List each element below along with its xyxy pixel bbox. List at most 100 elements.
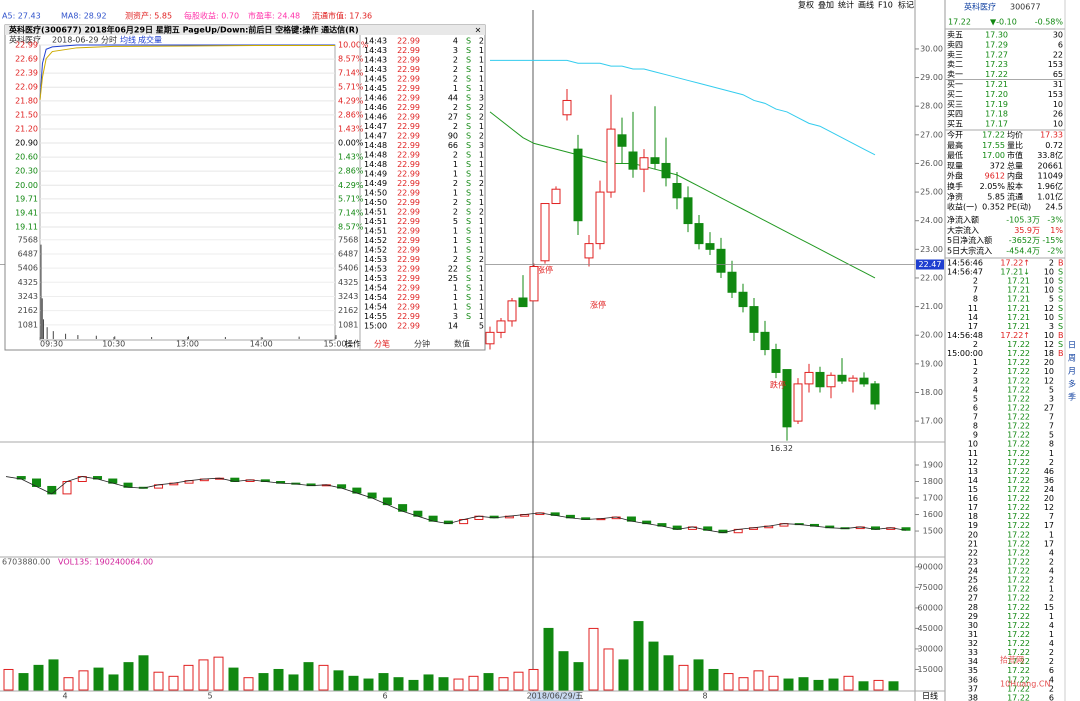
volume-bar bbox=[888, 681, 899, 691]
tick-time: 14:51 bbox=[364, 227, 387, 236]
tick-side: S bbox=[466, 132, 471, 141]
trade-time: 26 bbox=[968, 585, 978, 594]
candle-body bbox=[595, 191, 605, 245]
volume-bar bbox=[603, 648, 614, 691]
period-tab[interactable]: 日线 bbox=[922, 691, 938, 701]
volume-bar bbox=[483, 673, 494, 691]
stat-value: 17.22 bbox=[982, 131, 1005, 140]
side-menu-item[interactable]: 季 bbox=[1068, 392, 1076, 402]
tick-time: 14:43 bbox=[364, 65, 387, 74]
tick-time: 14:50 bbox=[364, 189, 387, 198]
y-tick-label: 5406 bbox=[338, 264, 358, 273]
tick-volume: 2 bbox=[453, 208, 458, 217]
trade-time: 31 bbox=[968, 630, 978, 639]
tick-side: S bbox=[466, 122, 471, 131]
toolbar-button[interactable]: 画线 bbox=[858, 0, 874, 10]
trade-price: 17.22 bbox=[1007, 485, 1030, 494]
stat-value: 11049 bbox=[1038, 172, 1063, 181]
tick-count: 1 bbox=[479, 198, 484, 207]
y-tick-label: 22.99 bbox=[15, 41, 38, 50]
book-label: 卖三 bbox=[947, 50, 963, 59]
tick-side: S bbox=[466, 274, 471, 283]
side-menu-item[interactable]: 日 bbox=[1068, 341, 1076, 350]
candle-body bbox=[749, 306, 759, 333]
book-label: 买二 bbox=[947, 90, 963, 99]
pct-label: 8.57% bbox=[338, 223, 364, 232]
stat-value: 17.00 bbox=[982, 151, 1005, 160]
candle-body bbox=[826, 374, 836, 388]
trade-price: 17.22 bbox=[1007, 630, 1030, 639]
volume-bar bbox=[363, 678, 374, 691]
volume-bar bbox=[708, 668, 719, 691]
side-menu-item[interactable]: 多 bbox=[1068, 379, 1076, 389]
popup-tab[interactable]: 分钟 bbox=[414, 339, 430, 349]
operate-button[interactable]: 操作 bbox=[345, 339, 361, 349]
trade-time: 23 bbox=[968, 557, 978, 566]
popup-titlebar bbox=[5, 25, 485, 35]
trade-time: 30 bbox=[968, 621, 978, 630]
book-volume: 26 bbox=[1053, 110, 1063, 119]
tick-side: S bbox=[466, 246, 471, 255]
trade-price: 17.22 bbox=[1007, 503, 1030, 512]
trade-time: 22 bbox=[968, 548, 978, 557]
tick-side: S bbox=[466, 37, 471, 46]
trade-time: 29 bbox=[968, 612, 978, 621]
side-menu-item[interactable]: 月 bbox=[1068, 367, 1076, 376]
trade-volume: 12 bbox=[1044, 503, 1054, 512]
volume-bar bbox=[738, 677, 749, 691]
stat-value: 33.8亿 bbox=[1037, 150, 1063, 160]
tick-side: S bbox=[466, 151, 471, 160]
y-tick-label: 21.50 bbox=[15, 110, 38, 119]
close-button[interactable]: × bbox=[475, 26, 482, 35]
tick-count: 1 bbox=[479, 56, 484, 65]
book-price: 17.22 bbox=[985, 70, 1008, 79]
popup-tab[interactable]: 数值 bbox=[454, 339, 470, 349]
trade-price: 17.22 bbox=[1007, 657, 1030, 666]
toolbar-button[interactable]: 叠加 bbox=[818, 0, 834, 10]
date-label: 6 bbox=[382, 692, 387, 701]
trade-time: 33 bbox=[968, 648, 978, 657]
toolbar-button[interactable]: 标记 bbox=[898, 0, 914, 10]
trade-volume: 10 bbox=[1044, 367, 1054, 376]
trade-volume: 10 bbox=[1044, 268, 1054, 277]
tick-price: 22.99 bbox=[397, 255, 420, 264]
book-price: 17.19 bbox=[985, 100, 1008, 109]
x-tick-label: 14:00 bbox=[250, 340, 273, 349]
book-volume: 6 bbox=[1058, 40, 1063, 49]
y-tick-label: 23.00 bbox=[920, 245, 943, 254]
toolbar-button[interactable]: F10 bbox=[878, 1, 893, 10]
volume-bar bbox=[423, 674, 434, 691]
volume-bar bbox=[468, 675, 479, 691]
status-item: 测资产: 5.85 bbox=[125, 11, 172, 21]
x-tick-label: 09:30 bbox=[40, 340, 63, 349]
candle-body bbox=[628, 151, 638, 170]
popup-subtitle: 英科医疗 bbox=[9, 35, 41, 45]
volume-bar bbox=[783, 678, 794, 691]
trade-price: 17.22 bbox=[1007, 603, 1030, 612]
trade-price: 17.22 bbox=[1007, 440, 1030, 449]
toolbar-button[interactable]: 复权 bbox=[798, 0, 814, 10]
popup-tab[interactable]: 分笔 bbox=[374, 339, 390, 349]
stat-value: 20661 bbox=[1038, 161, 1063, 170]
trade-volume: 8 bbox=[1049, 440, 1054, 449]
y-tick-label: 3243 bbox=[18, 292, 38, 301]
tick-count: 3 bbox=[479, 94, 484, 103]
stat-label: 市值 bbox=[1007, 150, 1023, 160]
tick-price: 22.99 bbox=[397, 141, 420, 150]
toolbar-button[interactable]: 统计 bbox=[838, 0, 854, 10]
stat-value: 9612 bbox=[985, 172, 1005, 181]
y-tick-label: 22.00 bbox=[920, 273, 943, 282]
y-tick-label: 30.00 bbox=[920, 44, 943, 53]
candle-body bbox=[551, 188, 561, 205]
trade-volume: 6 bbox=[1049, 693, 1054, 701]
candle-body bbox=[848, 377, 858, 382]
side-menu-item[interactable]: 周 bbox=[1068, 354, 1076, 363]
trade-price: 17.22 bbox=[1007, 621, 1030, 630]
moving-average bbox=[489, 111, 876, 279]
tick-volume: 4 bbox=[453, 37, 458, 46]
tick-volume: 1 bbox=[453, 189, 458, 198]
flow-percent: -3% bbox=[1047, 216, 1063, 225]
tick-price: 22.99 bbox=[397, 312, 420, 321]
tick-price: 22.99 bbox=[397, 160, 420, 169]
tick-count: 3 bbox=[479, 141, 484, 150]
